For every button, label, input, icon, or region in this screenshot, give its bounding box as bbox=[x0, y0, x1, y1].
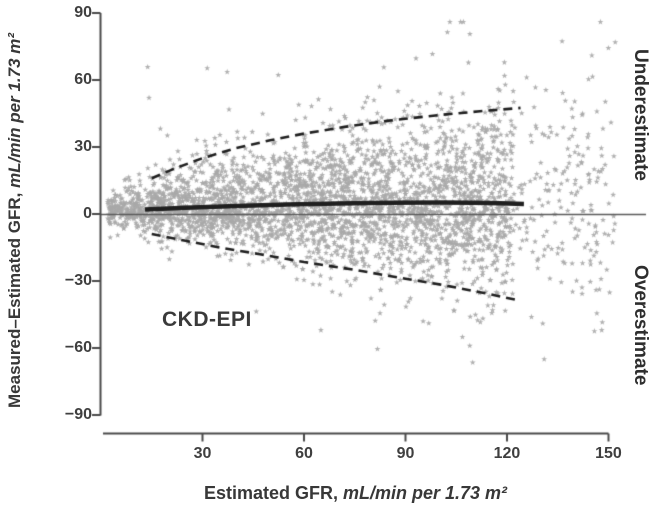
y-tick-label: −60 bbox=[64, 338, 92, 356]
x-tick-label: 150 bbox=[595, 445, 622, 462]
x-tick-label: 60 bbox=[295, 445, 313, 462]
x-axis-title-text: Estimated GFR, bbox=[203, 483, 343, 503]
y-tick-label: 90 bbox=[74, 4, 92, 21]
y-tick-label: −90 bbox=[64, 405, 92, 423]
overestimate-label: Overestimate bbox=[630, 264, 651, 386]
y-tick-label: 30 bbox=[74, 138, 92, 155]
x-axis-title-units: mL/min per 1.73 m² bbox=[342, 483, 508, 503]
y-axis-title-units: mL/min per 1.73 m² bbox=[5, 32, 24, 188]
x-axis-title: Estimated GFR, mL/min per 1.73 m² bbox=[40, 483, 671, 504]
y-tick-label: −30 bbox=[64, 271, 92, 289]
equation-annotation: CKD-EPI bbox=[162, 308, 252, 331]
y-axis-title: Measured–Estimated GFR, mL/min per 1.73 … bbox=[2, 6, 28, 434]
y-axis-title-text: Measured–Estimated GFR, bbox=[5, 187, 24, 408]
x-tick-label: 90 bbox=[396, 445, 415, 462]
x-tick-label: 120 bbox=[493, 445, 521, 462]
y-tick-label: 60 bbox=[74, 71, 92, 88]
y-tick-label: 0 bbox=[83, 205, 92, 222]
x-tick-label: 30 bbox=[193, 445, 212, 462]
underestimate-label: Underestimate bbox=[630, 49, 651, 181]
